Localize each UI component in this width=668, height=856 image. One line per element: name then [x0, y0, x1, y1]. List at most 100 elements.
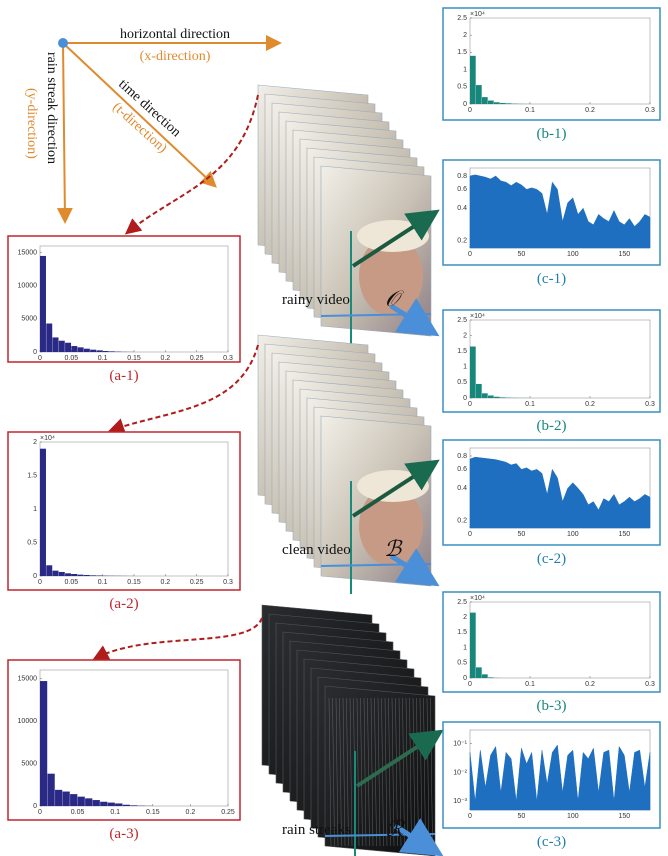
bar — [58, 340, 65, 352]
bar — [90, 349, 97, 352]
bar — [55, 789, 63, 806]
x-tick-label: 0 — [468, 401, 472, 408]
streak — [370, 697, 374, 847]
x-tick-label: 0.1 — [525, 107, 535, 114]
x-tick-label: 150 — [618, 251, 630, 258]
bar — [476, 667, 482, 678]
y-multiplier: ×10⁴ — [40, 435, 55, 442]
x-tick-label: 100 — [567, 531, 579, 538]
x-tick-label: 0 — [468, 681, 472, 688]
x-tick-label: 0 — [468, 531, 472, 538]
y-tick-label: 0 — [33, 573, 37, 580]
y-tick-label: 1.5 — [457, 629, 467, 636]
bar — [488, 395, 494, 398]
bar — [58, 571, 65, 576]
bar — [83, 348, 90, 352]
panel-label: (a-1) — [109, 368, 138, 384]
y-tick-label: 2.5 — [457, 15, 467, 22]
bar — [83, 574, 90, 576]
bar — [71, 346, 78, 352]
y-tick-label: 2 — [463, 32, 467, 39]
streak — [381, 697, 384, 847]
x-tick-label: 0 — [38, 809, 42, 816]
bar — [65, 342, 72, 352]
x-tick-label: 0.1 — [98, 355, 108, 362]
y-tick-label: 1.5 — [457, 49, 467, 56]
x-tick-label: 50 — [518, 813, 526, 820]
x-tick-label: 0.15 — [146, 809, 160, 816]
y-tick-label: 0.8 — [457, 453, 467, 460]
to-b — [351, 459, 440, 518]
connectors — [92, 94, 263, 660]
panel-label: (b-2) — [537, 418, 567, 434]
bar — [85, 798, 93, 806]
caption: clean video — [282, 542, 351, 558]
y-multiplier: ×10⁴ — [470, 313, 485, 320]
y-tick-label: 0 — [33, 349, 37, 356]
y-tick-label: 2.5 — [457, 317, 467, 324]
y-tick-label: 0.4 — [457, 485, 467, 492]
y-tick-label: 10⁻¹ — [453, 741, 467, 748]
plot-area — [39, 669, 229, 807]
y-text: rain streak direction — [44, 52, 59, 164]
y-tick-label: 15000 — [18, 675, 38, 682]
to-c — [389, 548, 440, 587]
streak — [349, 697, 353, 847]
y-tick-label: 15000 — [18, 249, 38, 256]
y-tick-label: 1 — [463, 644, 467, 651]
y-tick-label: 0.5 — [27, 539, 37, 546]
bar — [494, 102, 500, 104]
y-tick-label: 10000 — [18, 283, 38, 290]
x-tick-label: 0.2 — [585, 401, 595, 408]
x-sub: (x-direction) — [140, 49, 211, 64]
y-tick-label: 10⁻² — [453, 769, 467, 776]
y-tick-label: 2.5 — [457, 599, 467, 606]
x-tick-label: 50 — [518, 531, 526, 538]
y-tick-label: 0.5 — [457, 379, 467, 386]
streak — [356, 697, 360, 847]
bar — [482, 393, 488, 398]
y-tick-label: 1.5 — [27, 472, 37, 479]
bar — [40, 448, 46, 576]
bar — [100, 801, 108, 806]
axes-diagram: horizontal direction (x-direction) time … — [24, 27, 282, 224]
y-tick-label: 10000 — [18, 718, 38, 725]
x-tick-label: 0 — [468, 813, 472, 820]
x-tick-label: 0.3 — [223, 579, 233, 586]
streak — [391, 697, 395, 847]
x-tick-label: 0.25 — [190, 355, 204, 362]
y-tick-label: 0.8 — [457, 173, 467, 180]
y-tick-label: 0 — [463, 395, 467, 402]
y-tick-label: 0.4 — [457, 205, 467, 212]
video-stacks — [257, 84, 444, 856]
streak — [388, 697, 391, 847]
y-multiplier: ×10⁴ — [470, 595, 485, 602]
bar — [52, 337, 59, 352]
panel-label: (c-3) — [537, 834, 566, 850]
y-tick-label: 2 — [33, 439, 37, 446]
bar — [102, 351, 109, 352]
caption: rain streaks — [282, 822, 351, 838]
to-c — [393, 818, 444, 856]
y-tick-label: 1 — [463, 364, 467, 371]
y-tick-label: 10⁻³ — [453, 798, 467, 805]
panel-label: (a-3) — [109, 826, 138, 842]
y-tick-label: 1 — [463, 66, 467, 73]
streak — [367, 697, 370, 847]
x-tick-label: 0.1 — [525, 681, 535, 688]
to-c — [389, 298, 440, 337]
x-tick-label: 150 — [618, 531, 630, 538]
x-tick-label: 0.3 — [645, 681, 655, 688]
x-tick-label: 0.05 — [71, 809, 85, 816]
bar — [122, 804, 130, 806]
bar — [77, 347, 84, 352]
symbol: ℛ — [386, 816, 405, 841]
t-arrow — [62, 42, 217, 188]
x-tick-label: 0.15 — [127, 355, 141, 362]
bar — [115, 803, 123, 806]
y-tick-label: 5000 — [21, 316, 37, 323]
x-tick-label: 0.05 — [65, 355, 79, 362]
bar — [476, 85, 482, 104]
y-tick-label: 0.5 — [457, 84, 467, 91]
y-tick-label: 0.6 — [457, 466, 467, 473]
